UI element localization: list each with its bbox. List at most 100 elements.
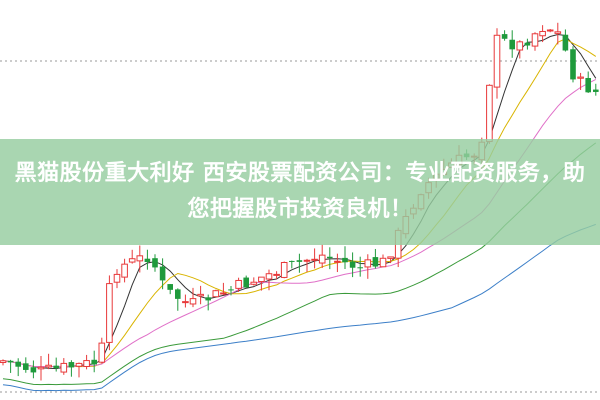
candle-body [45,364,52,368]
candle-body [220,292,227,295]
article-title[interactable]: 黑猫股份重大利好 西安股票配资公司：专业配资服务，助您把握股市投资良机！ [14,161,586,222]
candle [68,360,75,377]
candle-body [175,289,181,299]
candle-body [144,258,151,263]
candle [562,29,569,52]
candle-body [273,273,280,276]
candle-body [68,362,75,368]
candle [98,337,106,364]
candle [175,288,181,311]
candle [280,261,288,279]
candle-body [501,34,508,39]
candle [45,353,52,370]
candle-body [106,283,113,343]
candle [493,28,501,99]
candle [189,287,197,308]
candle-body [136,255,144,262]
candle-body [83,360,90,367]
candle [75,362,83,378]
candle-body [23,363,29,370]
candle [159,258,166,290]
candle [53,357,59,372]
candle [182,294,189,308]
candle [379,254,387,268]
candle [539,25,546,43]
candle-body [205,297,211,301]
candle-body [593,89,599,92]
candle-body [546,29,554,32]
candle-body [228,289,234,291]
candle-body [327,256,333,259]
candle [349,252,356,278]
candle-body [250,281,258,285]
candle [524,38,531,50]
candle [83,354,90,370]
candle [318,244,326,269]
candle-body [60,362,68,373]
candle-body [554,31,562,34]
candle-body [128,258,136,263]
candle-body [121,263,128,278]
candle [121,258,128,283]
candle-body [159,266,166,281]
candle-body [91,359,97,365]
candle [152,254,158,272]
candle [228,286,234,296]
candle-body [258,276,265,283]
candle-body [318,254,326,264]
candle [220,282,227,296]
candle-body [113,273,121,283]
candle-body [7,360,14,363]
candle-body [539,30,546,37]
candle [212,289,220,298]
candle [136,245,144,273]
candle-body [53,365,59,369]
candle-body [289,260,295,262]
candle-body [30,367,37,373]
candle-body [524,42,531,46]
candle-body [493,34,501,88]
candle [296,253,303,273]
candle [197,285,204,305]
candle-body [280,262,288,278]
candle-body [585,77,591,93]
candle-body [167,284,173,290]
candle [60,358,68,375]
candle-body [212,290,220,298]
candle [23,357,29,373]
candle-body [349,261,356,268]
candle-body [379,257,387,268]
candle-body [570,49,576,80]
candle [486,84,493,145]
candle [128,249,136,264]
candle [364,254,372,279]
candle-body [189,298,197,305]
candle-body [372,257,379,267]
candle [91,350,97,373]
candle-body [37,366,45,370]
candle-body [75,362,83,367]
candle [37,356,45,381]
candle-body [311,258,318,261]
moving-average-line [2,223,596,392]
candle [531,32,539,51]
candle [15,358,21,377]
candle-body [303,259,311,262]
candle-body [296,260,303,262]
candle-body [509,39,515,50]
candle [554,22,562,45]
candle-body [0,360,7,363]
candle [342,246,348,269]
candle [334,253,341,273]
candle-body [197,293,204,297]
candle [577,72,584,90]
candle-body [182,301,189,304]
candle [273,271,280,280]
candle [593,83,599,96]
candle-body [577,76,584,79]
candle [289,260,295,269]
candle [585,71,591,93]
candle [387,256,394,264]
candle [516,40,524,59]
candle [303,258,311,273]
